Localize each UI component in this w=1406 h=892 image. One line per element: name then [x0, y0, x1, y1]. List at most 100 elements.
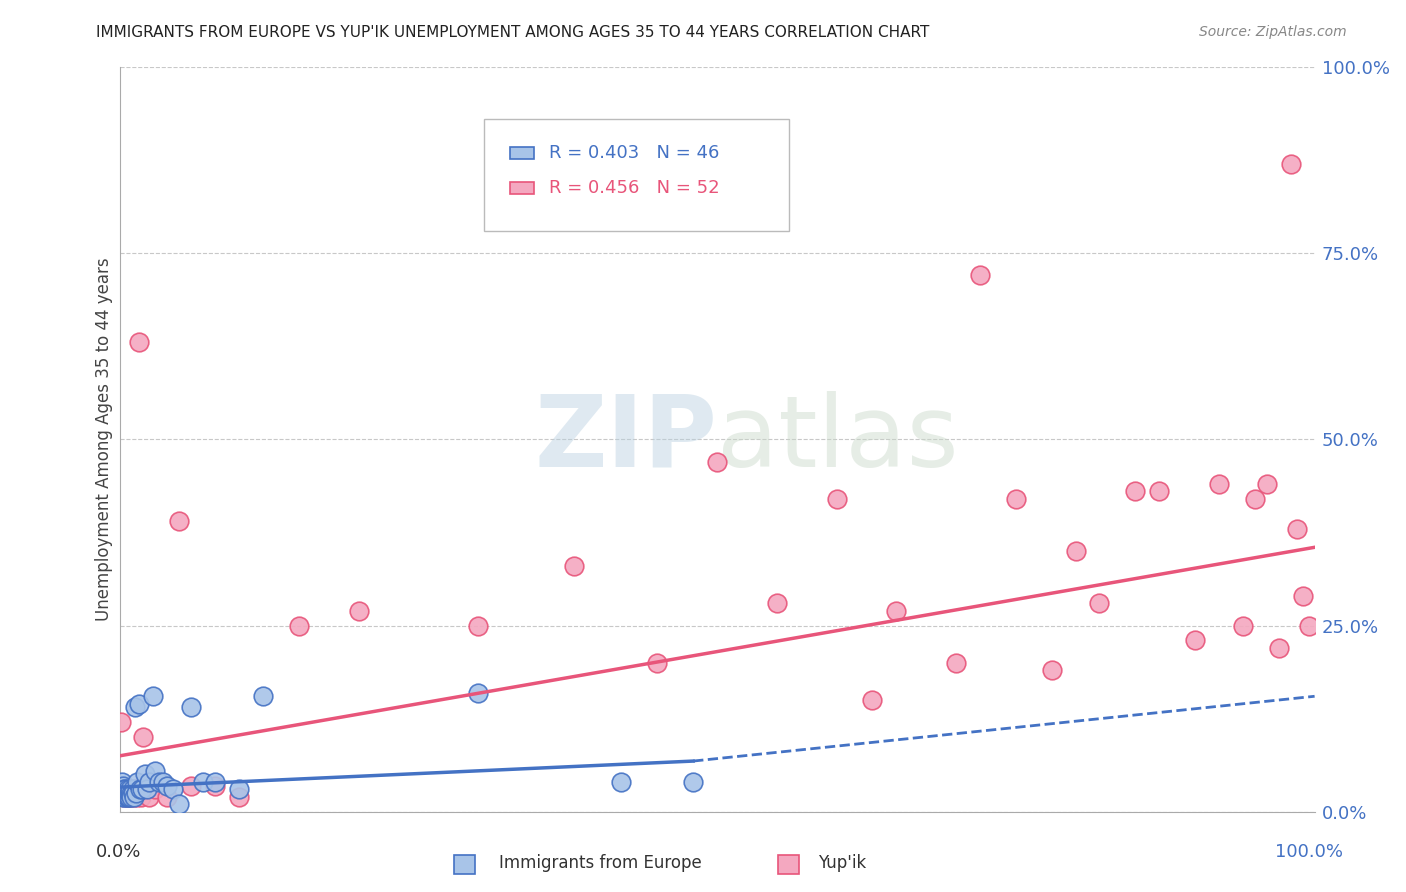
Point	[288, 618, 311, 632]
Point	[136, 782, 159, 797]
Point	[1292, 589, 1315, 603]
Point	[121, 789, 143, 804]
Text: Yup'ik: Yup'ik	[818, 855, 866, 872]
Point	[125, 782, 148, 797]
Point	[467, 685, 489, 699]
Point	[120, 782, 142, 797]
Point	[112, 789, 135, 804]
Point	[766, 596, 789, 610]
Point	[1088, 596, 1111, 610]
Text: IMMIGRANTS FROM EUROPE VS YUP'IK UNEMPLOYMENT AMONG AGES 35 TO 44 YEARS CORRELAT: IMMIGRANTS FROM EUROPE VS YUP'IK UNEMPLO…	[96, 25, 929, 40]
Point	[125, 786, 148, 800]
Point	[110, 782, 132, 797]
Point	[121, 789, 143, 804]
Point	[180, 700, 202, 714]
Point	[111, 775, 134, 789]
Point	[562, 558, 585, 573]
Point	[128, 782, 150, 797]
Text: Immigrants from Europe: Immigrants from Europe	[499, 855, 702, 872]
Point	[1268, 640, 1291, 655]
Point	[131, 782, 153, 797]
Point	[1064, 544, 1087, 558]
Point	[112, 782, 135, 797]
Point	[114, 782, 136, 797]
Text: ZIP: ZIP	[534, 391, 717, 488]
Point	[162, 782, 184, 797]
Point	[862, 693, 884, 707]
Text: atlas: atlas	[717, 391, 959, 488]
Point	[117, 782, 139, 797]
Point	[467, 618, 489, 632]
Point	[1208, 477, 1230, 491]
Point	[120, 786, 142, 800]
Point	[1244, 491, 1267, 506]
Point	[114, 786, 136, 800]
Point	[129, 789, 152, 804]
Point	[128, 697, 150, 711]
Point	[124, 700, 146, 714]
Point	[112, 789, 135, 804]
Point	[112, 789, 135, 804]
Point	[610, 775, 633, 789]
Point	[1285, 522, 1308, 536]
Point	[118, 786, 141, 800]
Point	[115, 789, 138, 804]
Point	[127, 775, 149, 789]
Point	[122, 789, 145, 804]
Point	[825, 491, 848, 506]
Text: R = 0.456   N = 52: R = 0.456 N = 52	[548, 178, 720, 196]
Point	[1149, 484, 1171, 499]
Point	[1004, 491, 1026, 506]
Point	[121, 782, 143, 797]
Point	[117, 782, 139, 797]
Point	[156, 779, 179, 793]
Point	[122, 789, 145, 804]
Point	[1125, 484, 1147, 499]
Point	[169, 797, 191, 812]
Point	[647, 656, 669, 670]
Point	[111, 782, 134, 797]
Point	[142, 690, 165, 704]
Point	[180, 779, 202, 793]
Point	[886, 604, 908, 618]
Point	[115, 786, 138, 800]
Point	[118, 789, 141, 804]
Point	[1298, 618, 1320, 632]
Text: 100.0%: 100.0%	[1275, 843, 1343, 861]
Point	[191, 775, 215, 789]
Point	[132, 730, 155, 744]
Text: 0.0%: 0.0%	[96, 843, 141, 861]
FancyBboxPatch shape	[510, 147, 534, 159]
Point	[682, 775, 704, 789]
Point	[945, 656, 967, 670]
Point	[145, 764, 166, 778]
Point	[128, 335, 150, 350]
Point	[114, 782, 136, 797]
Point	[169, 514, 191, 528]
Point	[138, 789, 160, 804]
Point	[112, 779, 135, 793]
Point	[1279, 157, 1302, 171]
Point	[969, 268, 991, 283]
Point	[347, 604, 370, 618]
Point	[152, 775, 174, 789]
Point	[1184, 633, 1206, 648]
Point	[145, 782, 166, 797]
Point	[134, 767, 156, 781]
Point	[204, 779, 226, 793]
FancyBboxPatch shape	[484, 119, 789, 231]
Point	[121, 786, 143, 800]
Point	[121, 782, 143, 797]
Point	[127, 789, 149, 804]
Point	[228, 782, 250, 797]
Point	[118, 789, 141, 804]
Point	[1256, 477, 1278, 491]
Point	[120, 782, 142, 797]
Point	[156, 789, 179, 804]
Point	[112, 782, 135, 797]
FancyBboxPatch shape	[510, 182, 534, 194]
Point	[121, 786, 143, 800]
Point	[138, 775, 160, 789]
Point	[115, 789, 138, 804]
Point	[706, 455, 728, 469]
